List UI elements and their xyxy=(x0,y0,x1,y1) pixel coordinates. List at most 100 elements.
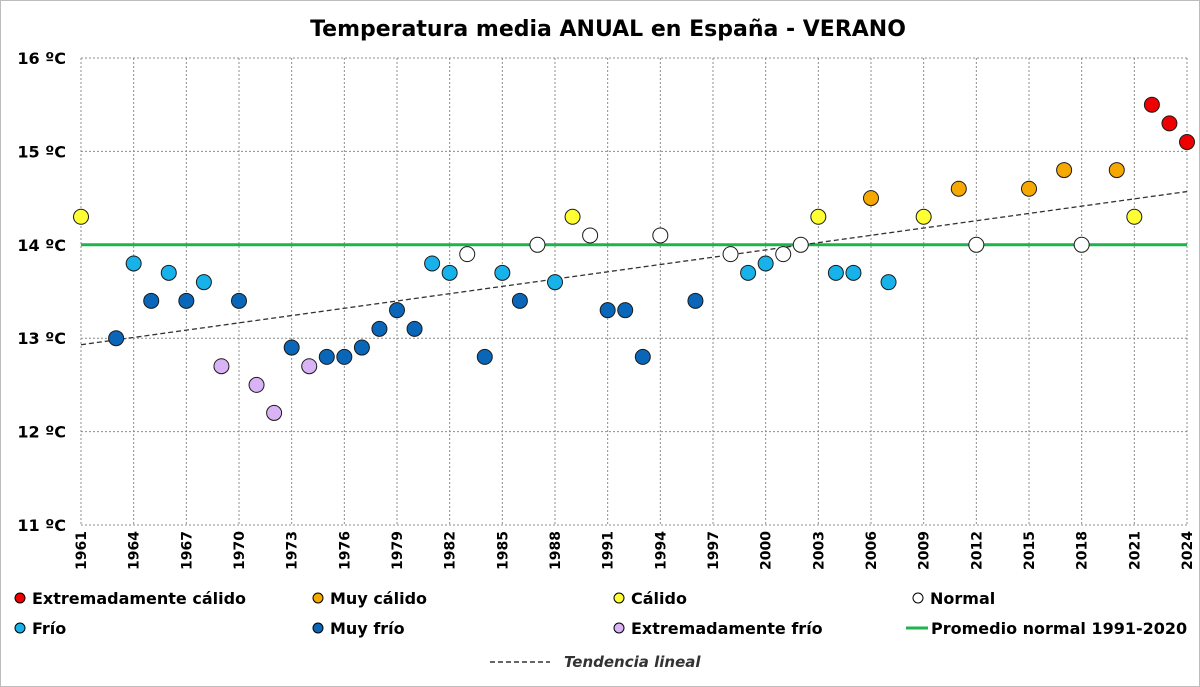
x-tick-label: 1985 xyxy=(495,531,511,570)
x-tick-label: 1988 xyxy=(548,531,564,570)
data-point-2022 xyxy=(1143,96,1160,113)
data-point-1969 xyxy=(213,358,230,375)
legend-label-mf: Muy frío xyxy=(330,619,405,638)
trend-line xyxy=(80,190,1188,346)
data-point-1983 xyxy=(459,246,476,263)
legend-label-n: Normal xyxy=(930,589,995,608)
data-point-1996 xyxy=(687,292,704,309)
data-point-1977 xyxy=(353,339,370,356)
data-point-1992 xyxy=(617,302,634,319)
x-tick-label: 1961 xyxy=(74,531,90,570)
y-axis-ticks: 16 ºC 15 ºC 14 ºC 13 ºC 12 ºC 11 ºC xyxy=(17,49,66,535)
data-point-1972 xyxy=(266,404,283,421)
x-tick-label: 1964 xyxy=(127,531,143,570)
data-point-1967 xyxy=(178,292,195,309)
y-tick-label: 15 ºC xyxy=(17,142,66,161)
legend-marker-f xyxy=(14,622,26,634)
data-point-1999 xyxy=(740,264,757,281)
data-point-1965 xyxy=(143,292,160,309)
legend-marker-ef xyxy=(613,622,625,634)
data-point-1985 xyxy=(494,264,511,281)
x-tick-label: 1997 xyxy=(706,531,722,570)
data-point-1975 xyxy=(318,348,335,365)
data-point-1989 xyxy=(564,208,581,225)
data-point-2003 xyxy=(810,208,827,225)
legend-label-normal: Promedio normal 1991-2020 xyxy=(931,619,1187,638)
data-point-1963 xyxy=(108,330,125,347)
x-tick-label: 2003 xyxy=(811,531,827,570)
data-point-1981 xyxy=(424,255,441,272)
data-point-1991 xyxy=(599,302,616,319)
data-point-1968 xyxy=(195,274,212,291)
data-point-1964 xyxy=(125,255,142,272)
legend-label-ef: Extremadamente frío xyxy=(631,619,823,638)
data-point-1979 xyxy=(389,302,405,319)
data-point-1998 xyxy=(722,246,739,263)
legend-label-c: Cálido xyxy=(631,589,687,608)
legend-marker-n xyxy=(912,592,924,604)
data-point-2006 xyxy=(863,190,879,207)
x-tick-label: 2009 xyxy=(917,531,933,570)
data-point-2023 xyxy=(1161,115,1178,132)
y-tick-label: 11 ºC xyxy=(17,516,66,535)
data-point-2009 xyxy=(915,208,932,225)
data-point-1971 xyxy=(248,376,265,393)
legend-label-mc: Muy cálido xyxy=(330,589,427,608)
legend-label-trend: Tendencia lineal xyxy=(564,653,701,671)
x-tick-label: 1976 xyxy=(337,531,353,570)
data-point-1961 xyxy=(73,208,89,225)
x-tick-label: 1982 xyxy=(443,531,459,570)
data-point-1980 xyxy=(406,320,423,337)
data-point-1973 xyxy=(283,339,300,356)
chart-title: Temperatura media ANUAL en España - VERA… xyxy=(310,17,906,42)
x-tick-label: 2006 xyxy=(864,531,880,570)
x-tick-label: 2021 xyxy=(1127,531,1143,570)
data-point-1994 xyxy=(652,227,669,244)
data-point-2002 xyxy=(792,236,809,253)
data-point-2021 xyxy=(1126,208,1143,225)
x-tick-label: 1991 xyxy=(601,531,617,570)
data-point-1987 xyxy=(529,236,546,253)
data-point-2004 xyxy=(827,264,844,281)
data-point-2005 xyxy=(845,264,862,281)
data-point-2017 xyxy=(1056,162,1073,179)
data-point-2020 xyxy=(1108,162,1125,179)
data-point-1984 xyxy=(476,348,493,365)
data-point-2015 xyxy=(1021,180,1037,197)
y-tick-label: 12 ºC xyxy=(17,423,66,442)
data-point-1966 xyxy=(160,264,177,281)
x-tick-label: 1994 xyxy=(653,531,669,570)
data-point-2000 xyxy=(757,255,774,272)
x-tick-label: 2000 xyxy=(759,531,775,570)
x-tick-label: 1979 xyxy=(390,531,406,570)
y-tick-label: 16 ºC xyxy=(17,49,66,68)
data-point-1982 xyxy=(441,264,458,281)
data-points xyxy=(73,96,1195,421)
data-point-1988 xyxy=(547,274,563,291)
legend-marker-mc xyxy=(312,592,324,604)
x-tick-label: 2018 xyxy=(1075,531,1091,570)
x-tick-label: 1970 xyxy=(232,531,248,570)
y-tick-label: 14 ºC xyxy=(17,236,66,255)
legend-marker-c xyxy=(613,592,625,604)
legend-label-ec: Extremadamente cálido xyxy=(32,589,246,608)
x-tick-label: 1967 xyxy=(179,531,195,570)
data-point-1974 xyxy=(301,358,318,375)
data-point-2012 xyxy=(968,236,985,253)
data-point-1990 xyxy=(582,227,599,244)
x-tick-label: 2015 xyxy=(1022,531,1038,570)
data-point-2018 xyxy=(1073,236,1090,253)
data-point-1976 xyxy=(336,348,353,365)
x-tick-label: 2012 xyxy=(969,531,985,570)
legend-marker-mf xyxy=(312,622,324,634)
legend-marker-ec xyxy=(14,592,26,604)
data-point-2001 xyxy=(775,246,792,263)
data-point-2011 xyxy=(950,180,967,197)
data-point-1986 xyxy=(511,292,528,309)
x-tick-label: 2024 xyxy=(1180,531,1196,570)
x-axis-ticks: 1961 1964 1967 1970 1973 1976 1979 1982 1985 1988… xyxy=(74,531,1196,570)
data-point-2007 xyxy=(880,274,897,291)
data-point-1970 xyxy=(231,292,247,309)
x-tick-label: 1973 xyxy=(285,531,301,570)
